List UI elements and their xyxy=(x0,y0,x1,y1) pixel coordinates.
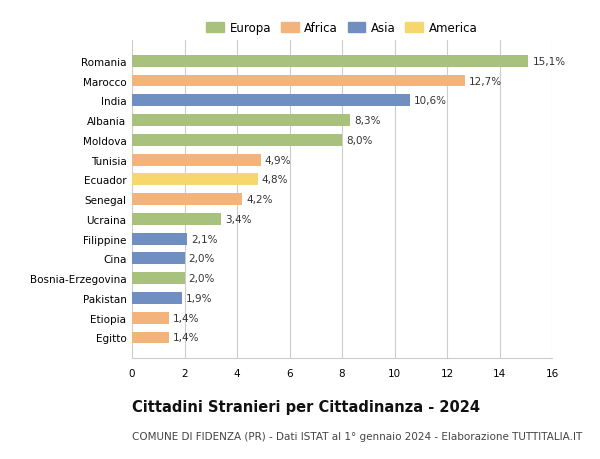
Legend: Europa, Africa, Asia, America: Europa, Africa, Asia, America xyxy=(206,22,478,35)
Text: 2,0%: 2,0% xyxy=(188,274,215,284)
Bar xyxy=(132,273,185,285)
Bar xyxy=(132,115,350,127)
Text: 3,4%: 3,4% xyxy=(225,214,251,224)
Bar xyxy=(132,154,260,166)
Text: 8,0%: 8,0% xyxy=(346,135,373,146)
Text: Cittadini Stranieri per Cittadinanza - 2024: Cittadini Stranieri per Cittadinanza - 2… xyxy=(132,399,480,414)
Text: 1,4%: 1,4% xyxy=(173,313,199,323)
Bar xyxy=(132,194,242,206)
Bar xyxy=(132,332,169,344)
Bar xyxy=(132,253,185,265)
Bar xyxy=(132,75,466,87)
Bar xyxy=(132,233,187,245)
Bar xyxy=(132,134,342,146)
Text: 12,7%: 12,7% xyxy=(469,76,502,86)
Text: 2,1%: 2,1% xyxy=(191,234,218,244)
Text: 4,9%: 4,9% xyxy=(265,155,291,165)
Text: 15,1%: 15,1% xyxy=(532,56,565,67)
Text: 10,6%: 10,6% xyxy=(414,96,447,106)
Bar xyxy=(132,213,221,225)
Text: COMUNE DI FIDENZA (PR) - Dati ISTAT al 1° gennaio 2024 - Elaborazione TUTTITALIA: COMUNE DI FIDENZA (PR) - Dati ISTAT al 1… xyxy=(132,431,582,442)
Bar xyxy=(132,174,258,186)
Text: 8,3%: 8,3% xyxy=(354,116,380,126)
Bar xyxy=(132,292,182,304)
Text: 4,8%: 4,8% xyxy=(262,175,289,185)
Text: 1,9%: 1,9% xyxy=(186,293,212,303)
Text: 1,4%: 1,4% xyxy=(173,333,199,343)
Bar xyxy=(132,95,410,107)
Bar xyxy=(132,56,529,67)
Bar xyxy=(132,312,169,324)
Text: 4,2%: 4,2% xyxy=(246,195,272,205)
Text: 2,0%: 2,0% xyxy=(188,254,215,264)
